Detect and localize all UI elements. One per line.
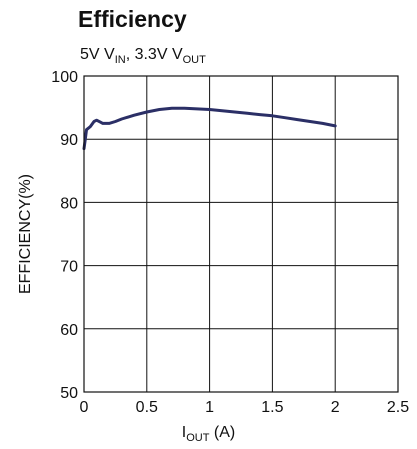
x-axis-label-unit: (A) <box>209 424 236 441</box>
efficiency-line <box>82 106 337 151</box>
x-tick-label: 1.5 <box>261 399 283 416</box>
subtitle-vin-sub: IN <box>114 54 126 67</box>
x-tick-label: 1 <box>205 399 214 416</box>
y-tick-label: 60 <box>60 322 78 339</box>
series-layer <box>82 106 337 151</box>
y-tick-label: 70 <box>60 259 78 276</box>
x-axis-label-main: I <box>181 424 187 441</box>
chart-title: Efficiency <box>78 6 187 32</box>
grid-layer <box>84 76 398 392</box>
x-tick-label: 2.5 <box>387 399 409 416</box>
chart-subtitle: 5V VIN, 3.3V VOUT <box>80 46 206 66</box>
x-axis-label: IOUT (A) <box>0 424 417 444</box>
x-tick-label: 0.5 <box>136 399 158 416</box>
plot-frame <box>83 75 399 393</box>
x-axis-label-sub: OUT <box>186 432 210 445</box>
subtitle-vout-text: , 3.3V V <box>125 46 183 63</box>
x-tick-label: 2 <box>331 399 340 416</box>
subtitle-vout-sub: OUT <box>182 54 206 67</box>
y-tick-label: 80 <box>60 195 78 212</box>
y-tick-label: 90 <box>60 132 78 149</box>
subtitle-vin-text: 5V V <box>80 46 115 63</box>
y-tick-label: 50 <box>60 385 78 402</box>
y-axis-label: EFFICIENCY(%) <box>17 174 34 294</box>
y-tick-label: 100 <box>51 69 78 86</box>
x-tick-label: 0 <box>80 399 89 416</box>
tick-label-layer: 0 0.5 1 1.5 2 2.5 50 60 70 80 90 100 <box>51 69 409 416</box>
